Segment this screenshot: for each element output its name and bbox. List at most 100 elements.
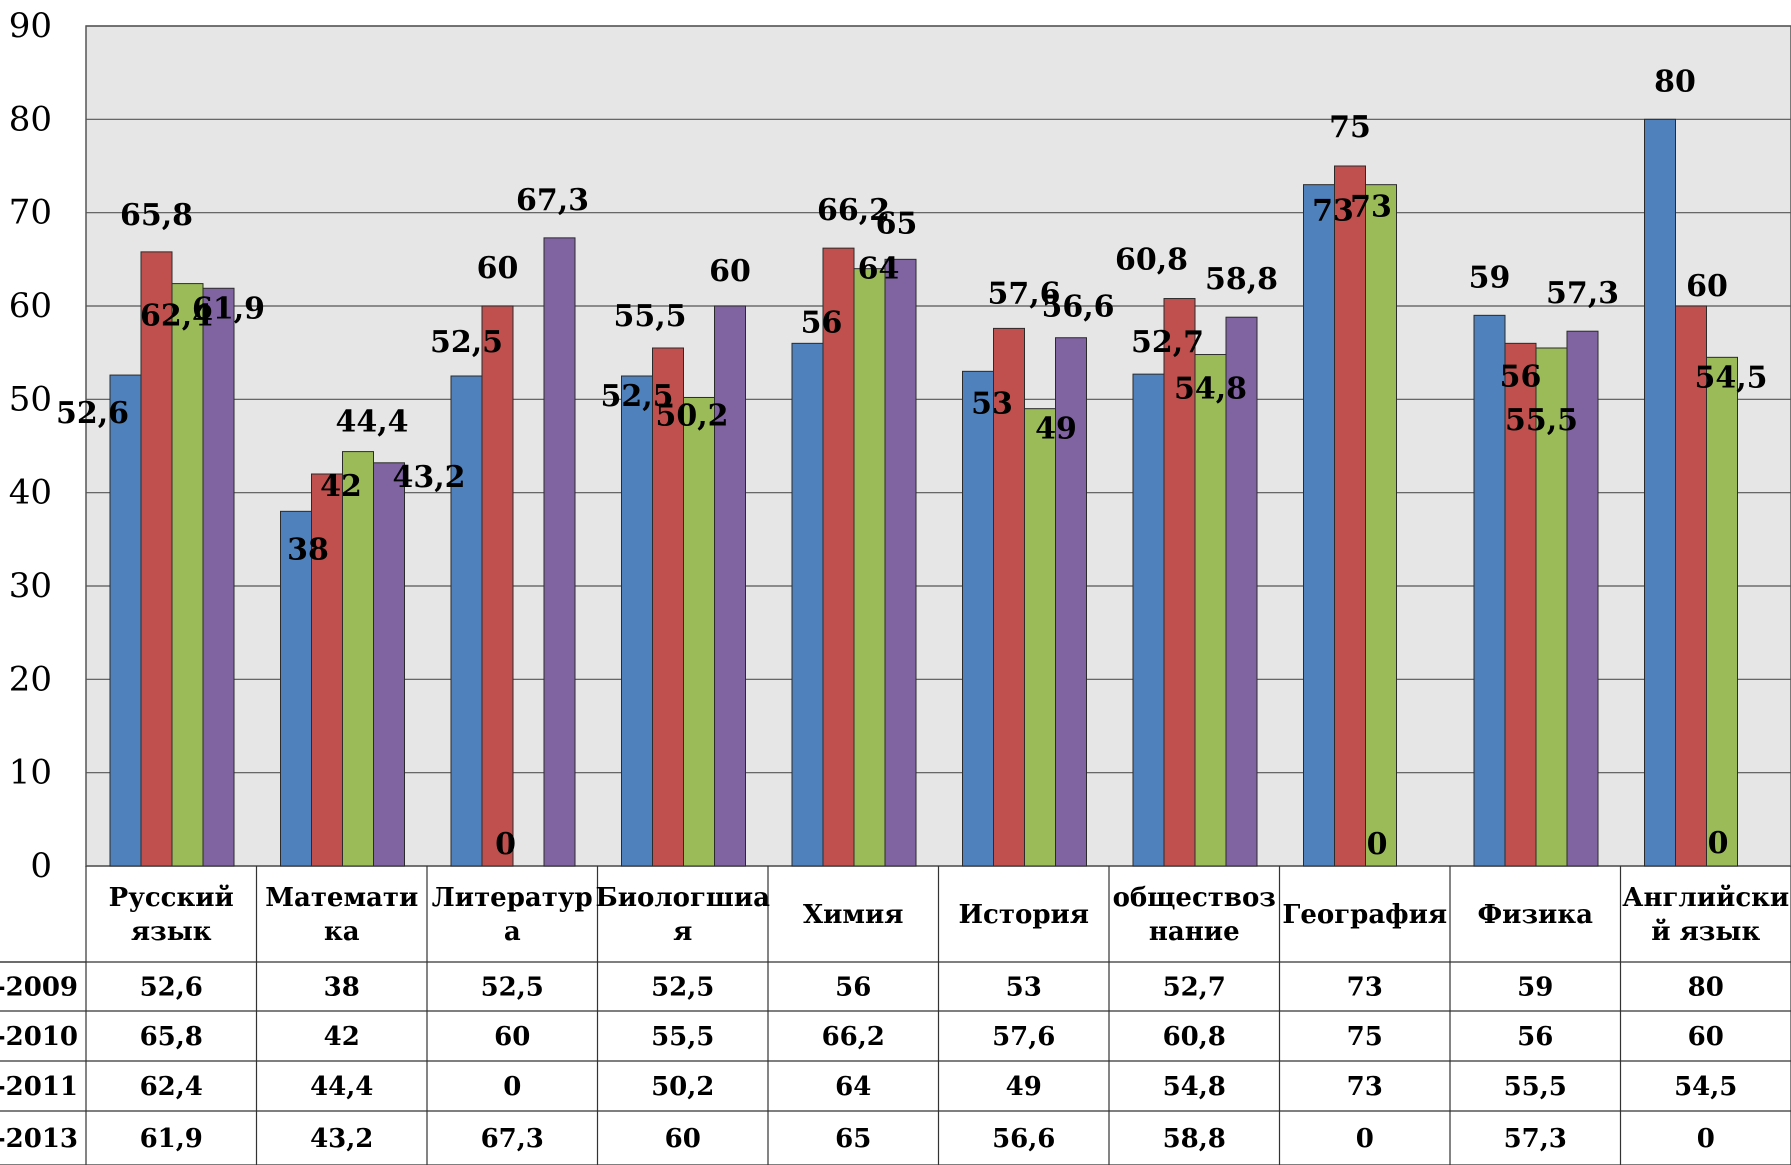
table-cell: 42 [324,1022,360,1052]
table-cell: 44,4 [310,1072,373,1102]
table-cell: 64 [835,1072,871,1102]
bar [1706,356,1738,867]
table-cell: 61,9 [140,1124,203,1154]
row-header: 0-2011 [0,1072,78,1102]
bar [1132,373,1165,867]
data-label: 65,8 [120,198,193,233]
data-label: 57,3 [1546,276,1619,311]
table-cell: 54,5 [1674,1072,1737,1102]
table-cell: 60 [494,1022,530,1052]
data-label: 52,5 [600,379,673,414]
data-label: 53 [971,386,1013,421]
table-cell: 43,2 [310,1124,373,1154]
bar [853,268,886,867]
data-label: 60,8 [1115,243,1188,278]
table-cell: 52,5 [651,973,714,1003]
category-label: Математи [265,883,418,913]
data-label: 60 [709,254,751,289]
table-cell: 56 [835,973,871,1003]
data-label: 65 [876,206,918,241]
table-cell: 58,8 [1163,1124,1226,1154]
y-tick-label: 60 [9,286,52,326]
bar [1675,305,1707,867]
bar [109,374,142,867]
bar [171,283,204,867]
data-label: 60 [1686,269,1728,304]
data-label: 54,5 [1694,360,1767,395]
table-cell: 56,6 [992,1124,1055,1154]
bar [311,473,343,867]
data-table: Русский язык Математи ка Литератур а Биологшиa… [0,866,1791,1165]
bar [1163,298,1196,867]
table-cell: 0 [1697,1124,1715,1154]
bar [1644,118,1676,867]
bar [1225,316,1258,867]
data-label: 0 [495,827,516,862]
table-cell: 59 [1517,973,1553,1003]
data-label: 80 [1654,64,1696,99]
bar [1055,337,1087,867]
data-label: 44,4 [335,405,408,440]
bar [1334,165,1366,867]
bar [683,396,715,867]
data-labels: 52,6 38 52,5 52,5 56 53 52,7 73 59 80 65,8 42 60 55,5… [56,64,1768,862]
data-label: 0 [1708,826,1729,861]
category-label: География [1282,900,1447,930]
data-label: 56,6 [1041,290,1114,325]
bar [1535,347,1568,867]
y-tick-label: 80 [9,99,52,139]
data-label: 58,8 [1205,262,1278,297]
data-label: 54,8 [1174,372,1247,407]
table-cell: 54,8 [1163,1072,1226,1102]
category-label: а [504,917,521,947]
bar [140,251,173,867]
data-label: 0 [1367,827,1388,862]
data-label: 64 [858,252,900,287]
y-tick-label: 10 [9,753,52,793]
category-label: Русский [109,883,234,913]
table-cell: 60,8 [1163,1022,1226,1052]
bar [1303,184,1335,867]
data-label: 49 [1035,412,1077,447]
bar [822,247,855,867]
data-label: 73 [1350,190,1392,225]
bar [993,327,1025,867]
data-label: 52,6 [56,396,129,431]
table-cell: 38 [324,973,360,1003]
category-label: обществоз [1113,883,1276,913]
y-tick-label: 30 [9,566,52,606]
table-cell: 67,3 [481,1124,544,1154]
category-label: язык [131,917,212,947]
data-label: 56 [801,305,843,340]
data-label: 59 [1469,260,1511,295]
bar [1365,184,1397,867]
y-tick-label: 70 [9,193,52,233]
y-tick-label: 50 [9,379,52,419]
table-cell: 57,3 [1504,1124,1567,1154]
bar [373,462,405,867]
bar [450,375,483,867]
category-label: нание [1149,917,1240,947]
category-label: История [958,900,1089,930]
data-label: 66,2 [817,193,890,228]
data-label: 57,6 [987,276,1060,311]
data-label: 67,3 [516,183,589,218]
data-label: 42 [320,469,362,504]
bar [1024,408,1056,867]
bar [342,451,374,867]
category-label: й язык [1651,917,1760,947]
data-label: 73 [1312,194,1354,229]
data-label: 75 [1329,110,1371,145]
bar [543,237,576,867]
category-label: Физика [1478,900,1594,930]
y-tick-label: 20 [9,659,52,699]
data-label: 52,5 [430,325,503,360]
table-cell: 60 [665,1124,701,1154]
table-cell: 65 [835,1124,871,1154]
data-label: 43,2 [392,460,465,495]
data-label: 38 [287,532,329,567]
bar [652,347,684,867]
bar [791,342,824,867]
y-axis: 0 10 20 30 40 50 60 70 80 90 [9,6,52,886]
